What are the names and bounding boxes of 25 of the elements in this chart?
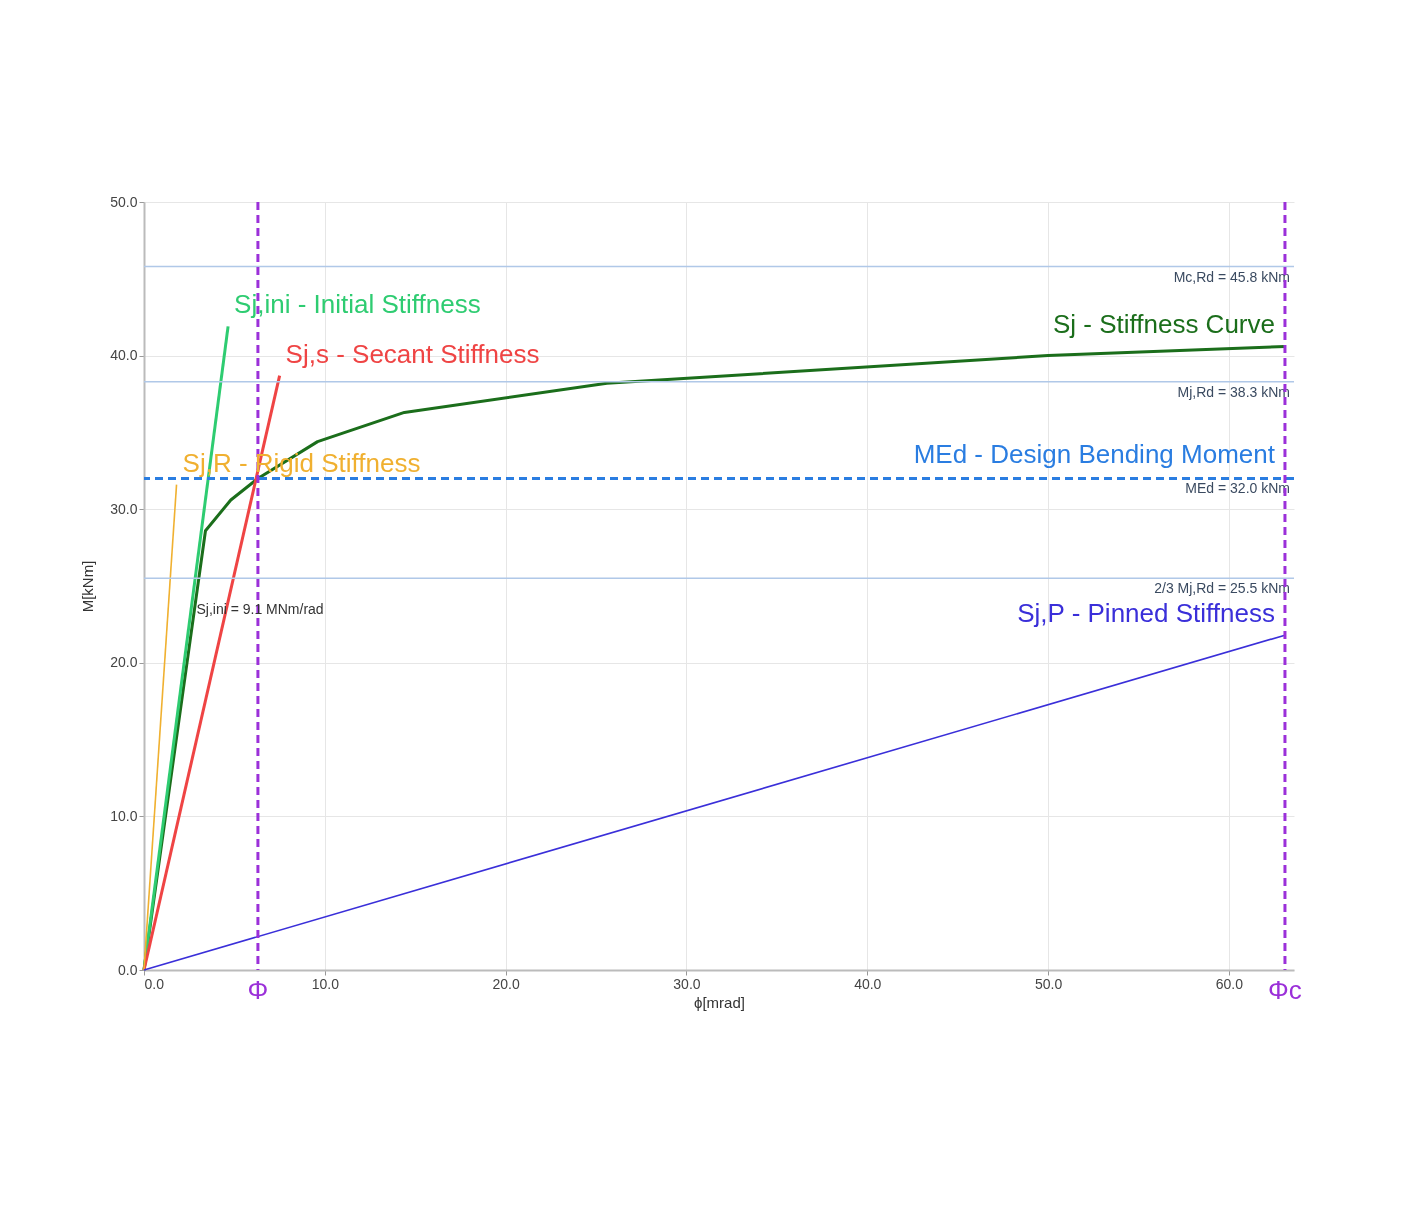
- x-tick-label: 40.0: [854, 975, 882, 992]
- ref-line-label: Mj,Rd = 38.3 kNm: [1177, 383, 1290, 400]
- y-tick-label: 0.0: [118, 961, 138, 978]
- y-tick-label: 40.0: [110, 347, 138, 364]
- x-axis-title: ϕ[mrad]: [694, 993, 745, 1011]
- ref-line-label: Φc: [1268, 975, 1302, 1005]
- series-label: Sj,P - Pinned Stiffness: [1017, 598, 1275, 629]
- ref-line-label: Φ: [247, 975, 269, 1005]
- series-label: Sj,s - Secant Stiffness: [285, 338, 540, 369]
- x-tick-label: 0.0: [144, 975, 165, 992]
- x-tick-label: 50.0: [1034, 975, 1063, 992]
- ref-line-label: 2/3 Mj,Rd = 25.5 kNm: [1154, 580, 1290, 597]
- x-tick-label: 10.0: [311, 975, 340, 992]
- y-tick-label: 20.0: [110, 654, 138, 671]
- series-label: Sj,ini - Initial Stiffness: [234, 289, 481, 320]
- y-tick-label: 10.0: [110, 807, 138, 824]
- y-tick-label: 30.0: [110, 500, 138, 517]
- ref-line-label: Mc,Rd = 45.8 kNm: [1173, 268, 1290, 285]
- y-axis-title: M[kNm]: [79, 560, 97, 613]
- y-tick-label: 50.0: [110, 193, 138, 210]
- x-tick-label: 30.0: [673, 975, 701, 992]
- x-tick-label: 60.0: [1215, 975, 1244, 992]
- series-label: Sj - Stiffness Curve: [1052, 309, 1275, 340]
- x-tick-label: 20.0: [492, 975, 520, 992]
- annotation: MEd - Design Bending Moment: [913, 439, 1276, 470]
